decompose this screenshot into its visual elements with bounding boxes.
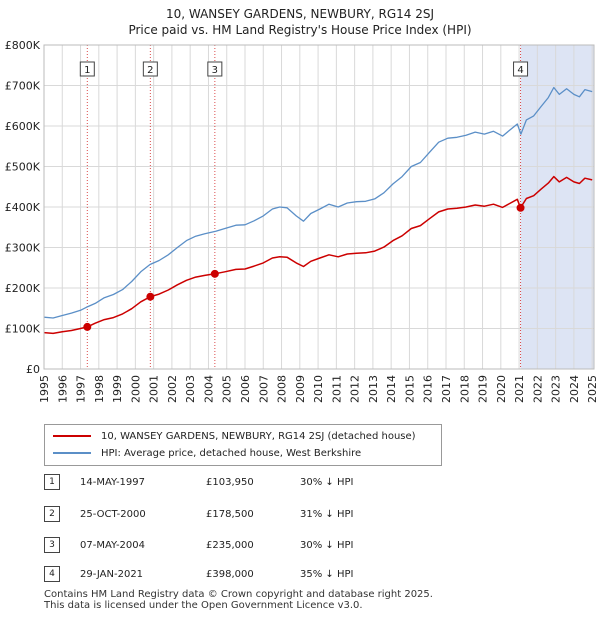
- sale-point: [516, 203, 525, 212]
- footer-line-1: Contains HM Land Registry data © Crown c…: [44, 589, 433, 600]
- x-tick-label: 2022: [531, 375, 544, 403]
- y-tick-label: £800K: [5, 39, 41, 52]
- sale-label-box: [142, 61, 158, 77]
- x-tick-label: 2013: [367, 375, 380, 403]
- sale-price: £103,950: [206, 477, 254, 488]
- sale-row: 3 07-MAY-2004 £235,000 30% ↓ HPI: [44, 537, 444, 555]
- x-tick-label: 2010: [312, 375, 325, 403]
- sale-date: 29-JAN-2021: [80, 569, 144, 580]
- sale-price: £235,000: [206, 540, 254, 551]
- sale-row: 4 29-JAN-2021 £398,000 35% ↓ HPI: [44, 566, 444, 584]
- sale-label-box: [207, 61, 223, 77]
- y-tick-label: £700K: [5, 80, 41, 93]
- y-tick-label: £600K: [5, 120, 41, 133]
- sale-date: 07-MAY-2004: [80, 540, 146, 551]
- hpi-series-line: [43, 86, 593, 319]
- sale-marker-number: 1: [44, 474, 60, 490]
- x-tick-label: 2016: [422, 375, 435, 403]
- x-tick-label: 2021: [513, 375, 526, 403]
- sale-point: [210, 269, 219, 278]
- x-tick-label: 2001: [148, 375, 161, 403]
- x-tick-label: 2000: [129, 375, 142, 403]
- legend-item-hpi: HPI: Average price, detached house, West…: [53, 446, 361, 462]
- sale-row: 1 14-MAY-1997 £103,950 30% ↓ HPI: [44, 474, 444, 492]
- y-tick-label: £0: [26, 363, 40, 376]
- sale-hpi-diff: 35% ↓ HPI: [300, 569, 354, 580]
- sale-label-box: [79, 61, 95, 77]
- price-chart: 1 2 3 4 £0 £100K £200K £300K £400K £500K £600K £70…: [5, 39, 599, 403]
- x-tick-label: 2017: [440, 375, 453, 403]
- x-tick-label: 2009: [294, 375, 307, 403]
- sale-label-number: 3: [212, 65, 218, 76]
- chart-subtitle: Price paid vs. HM Land Registry's House …: [128, 23, 472, 37]
- x-tick-label: 1999: [111, 375, 124, 403]
- x-tick-label: 2025: [586, 375, 599, 403]
- plot-frame: [43, 44, 595, 370]
- sale-date: 14-MAY-1997: [80, 477, 146, 488]
- y-tick-label: £300K: [5, 242, 41, 255]
- x-tick-label: 2011: [330, 375, 343, 403]
- y-tick-label: £500K: [5, 161, 41, 174]
- x-tick-label: 2002: [166, 375, 179, 403]
- x-tick-label: 2020: [495, 375, 508, 403]
- legend-label-hpi: HPI: Average price, detached house, West…: [101, 448, 362, 459]
- x-tick-label: 2006: [239, 375, 252, 403]
- chart-legend: 10, WANSEY GARDENS, NEWBURY, RG14 2SJ (d…: [44, 424, 442, 466]
- x-tick-label: 2014: [385, 375, 398, 403]
- footer-line-2: This data is licensed under the Open Gov…: [44, 600, 363, 611]
- x-tick-label: 1996: [56, 375, 69, 403]
- sale-marker-number: 3: [44, 537, 60, 553]
- sale-label-box: [513, 61, 529, 77]
- legend-swatch-property: [53, 435, 91, 437]
- x-tick-label: 2007: [257, 375, 270, 403]
- x-tick-label: 1995: [38, 375, 51, 403]
- chart-title-block: 10, WANSEY GARDENS, NEWBURY, RG14 2SJ Pr…: [0, 6, 600, 38]
- x-tick-label: 2003: [184, 375, 197, 403]
- sale-date: 25-OCT-2000: [80, 509, 146, 520]
- x-tick-label: 2008: [276, 375, 289, 403]
- y-tick-label: £200K: [5, 282, 41, 295]
- x-tick-label: 2005: [221, 375, 234, 403]
- chart-title: 10, WANSEY GARDENS, NEWBURY, RG14 2SJ: [165, 7, 434, 21]
- sale-point: [83, 322, 92, 331]
- sale-point: [146, 292, 155, 301]
- legend-swatch-hpi: [53, 452, 91, 454]
- x-tick-label: 2018: [458, 375, 471, 403]
- sale-marker-number: 4: [44, 566, 60, 582]
- y-tick-label: £400K: [5, 201, 41, 214]
- x-tick-label: 2019: [477, 375, 490, 403]
- x-tick-label: 2024: [568, 375, 581, 403]
- sale-hpi-diff: 30% ↓ HPI: [300, 477, 354, 488]
- y-tick-label: £100K: [5, 323, 41, 336]
- sale-label-number: 4: [517, 65, 523, 76]
- sale-label-number: 1: [84, 65, 90, 76]
- x-tick-label: 2012: [349, 375, 362, 403]
- sale-label-number: 2: [147, 65, 153, 76]
- sale-price: £398,000: [206, 569, 254, 580]
- sale-row: 2 25-OCT-2000 £178,500 31% ↓ HPI: [44, 506, 444, 524]
- x-tick-label: 2023: [550, 375, 563, 403]
- sale-hpi-diff: 31% ↓ HPI: [300, 509, 354, 520]
- sale-marker-number: 2: [44, 506, 60, 522]
- legend-label-property: 10, WANSEY GARDENS, NEWBURY, RG14 2SJ (d…: [101, 431, 416, 442]
- sale-hpi-diff: 30% ↓ HPI: [300, 540, 354, 551]
- x-tick-label: 1998: [93, 375, 106, 403]
- legend-item-property: 10, WANSEY GARDENS, NEWBURY, RG14 2SJ (d…: [53, 429, 416, 445]
- x-tick-label: 2015: [403, 375, 416, 403]
- x-tick-label: 1997: [75, 375, 88, 403]
- x-tick-label: 2004: [202, 375, 215, 403]
- footer-attribution: Contains HM Land Registry data © Crown c…: [44, 589, 433, 611]
- sale-price: £178,500: [206, 509, 254, 520]
